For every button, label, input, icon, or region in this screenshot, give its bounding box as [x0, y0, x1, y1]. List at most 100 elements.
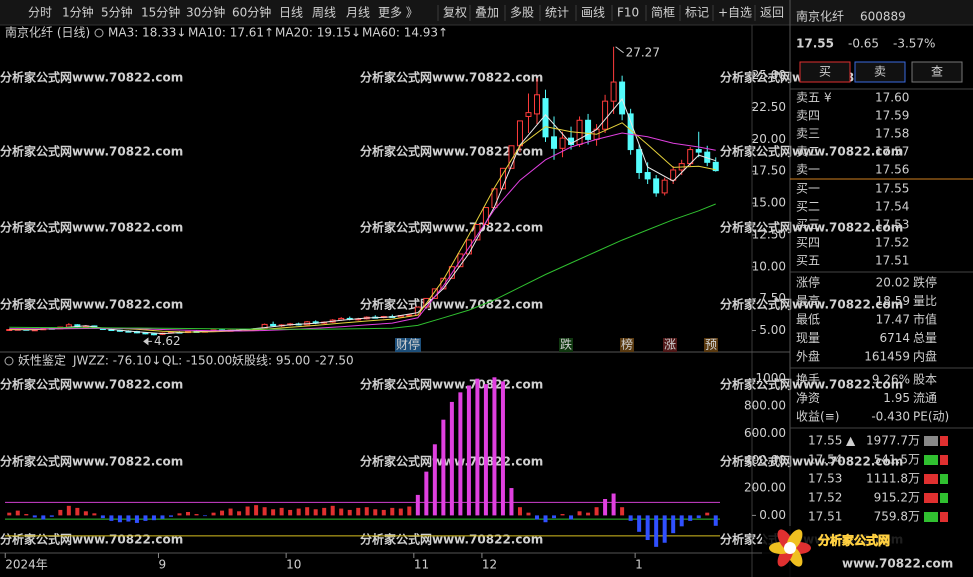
event-badge[interactable]	[620, 338, 634, 352]
trade-price: 17.54	[808, 453, 842, 467]
period-tab[interactable]: 周线	[312, 6, 336, 20]
tool-button[interactable]: +自选	[718, 6, 752, 20]
stat-label: 量比	[913, 294, 937, 308]
indicator-bar	[449, 401, 454, 516]
stat-label: 现量	[796, 331, 820, 345]
candle-body	[482, 207, 489, 226]
period-tab[interactable]: 15分钟	[141, 5, 180, 20]
event-label[interactable]: 预	[705, 338, 717, 352]
indicator-bar	[339, 508, 344, 516]
tool-button[interactable]: 返回	[760, 6, 784, 20]
stock-code: 600889	[860, 10, 906, 24]
indicator-bar	[662, 515, 667, 543]
stat-label: 市值	[913, 312, 937, 327]
tool-button[interactable]: 叠加	[475, 6, 499, 20]
indicator-bar	[415, 494, 420, 516]
watermark: 分析家公式网www.70822.com	[720, 454, 903, 469]
trade-bar	[924, 512, 938, 522]
period-tab[interactable]: 30分钟	[186, 5, 225, 20]
indicator-bar	[194, 514, 199, 516]
stock-name: 南京化纤	[796, 9, 844, 24]
y-tick-label: 800.00	[744, 399, 786, 413]
y-tick-label: 0.00	[759, 508, 786, 522]
candle-body	[516, 120, 523, 147]
watermark: 分析家公式网www.70822.com	[360, 144, 543, 159]
indicator-bar	[330, 505, 335, 516]
tool-button[interactable]: F10	[617, 6, 639, 20]
stat-label: 最低	[796, 313, 820, 327]
indicator-bar	[228, 508, 233, 516]
period-tab[interactable]: 60分钟	[232, 5, 271, 20]
indicator-bar	[483, 384, 488, 516]
indicator-bar	[313, 509, 318, 516]
trade-button[interactable]	[854, 61, 906, 83]
candle-body	[602, 100, 609, 130]
settings-icon[interactable]	[4, 356, 14, 366]
stat-label: 涨停	[796, 275, 820, 290]
toolbar	[0, 0, 973, 25]
indicator-bar	[296, 508, 301, 516]
trade-bar	[940, 493, 948, 503]
indicator-bar	[24, 514, 29, 516]
indicator-bar	[569, 515, 574, 520]
indicator-bar	[66, 505, 71, 516]
period-tab[interactable]: 分时	[28, 6, 52, 20]
indicator-bar	[32, 515, 37, 518]
low-arrow	[143, 337, 152, 346]
x-tick-label: 2024年	[5, 558, 48, 572]
order-label: 买二	[796, 200, 820, 214]
event-badge[interactable]	[559, 338, 573, 352]
indicator-bar	[279, 507, 284, 516]
period-tab[interactable]: 5分钟	[101, 5, 133, 20]
trade-button-label[interactable]: 卖	[874, 65, 886, 79]
period-tab[interactable]: 1分钟	[62, 5, 94, 20]
indicator-bar	[500, 381, 505, 516]
watermark: 分析家公式网www.70822.com	[0, 297, 183, 312]
tool-button[interactable]: 画线	[581, 6, 605, 20]
indicator-bar	[220, 510, 225, 516]
indicator-bar	[645, 515, 650, 541]
tool-button[interactable]: 复权	[443, 6, 467, 20]
trade-button-label[interactable]: 查	[931, 65, 943, 79]
watermark: 分析家公式网www.70822.com	[0, 532, 183, 547]
tool-button[interactable]: 标记	[685, 6, 709, 20]
period-tab[interactable]: 更多 》	[378, 6, 418, 20]
period-tab[interactable]: 日线	[279, 6, 303, 20]
event-label[interactable]: 榜	[621, 337, 633, 352]
indicator-bar	[143, 515, 148, 521]
tool-button[interactable]: 多股	[510, 6, 534, 20]
trade-price: 17.51	[808, 510, 842, 524]
order-price: 17.56	[875, 163, 909, 177]
watermark: 分析家公式网www.70822.com	[0, 220, 183, 235]
watermark: 分析家公式网www.70822.com	[0, 454, 183, 469]
indicator-bar	[211, 512, 216, 516]
event-label[interactable]: 涨	[664, 337, 676, 352]
order-label: 买五	[796, 254, 820, 268]
indicator-bar	[517, 507, 522, 516]
event-badge[interactable]	[395, 338, 421, 352]
tool-button[interactable]: 简框	[651, 6, 675, 20]
tool-button[interactable]: 统计	[545, 6, 569, 20]
event-badge[interactable]	[704, 338, 718, 352]
y-tick-label: 200.00	[744, 481, 786, 495]
trade-button-label[interactable]: 买	[819, 65, 831, 79]
stat-label: 外盘	[796, 349, 820, 364]
stat-value: -0.430	[871, 410, 910, 424]
indicator-bar	[390, 507, 395, 516]
order-label: 买三	[796, 218, 820, 232]
candle-body	[610, 81, 617, 102]
settings-icon[interactable]	[94, 28, 104, 38]
order-label: 买一	[796, 182, 820, 196]
y-tick-label: 17.50	[752, 164, 786, 178]
event-label[interactable]: 跌	[560, 337, 572, 352]
event-badge[interactable]	[663, 338, 677, 352]
trade-button[interactable]	[911, 61, 963, 83]
trade-volume: 915.2万	[874, 491, 920, 505]
indicator-bar	[262, 507, 267, 516]
trade-button[interactable]	[799, 61, 851, 83]
indicator-bar	[41, 515, 46, 520]
event-label[interactable]: 财停	[396, 337, 420, 352]
period-tab[interactable]: 月线	[346, 6, 370, 20]
indicator-bar	[186, 511, 191, 516]
